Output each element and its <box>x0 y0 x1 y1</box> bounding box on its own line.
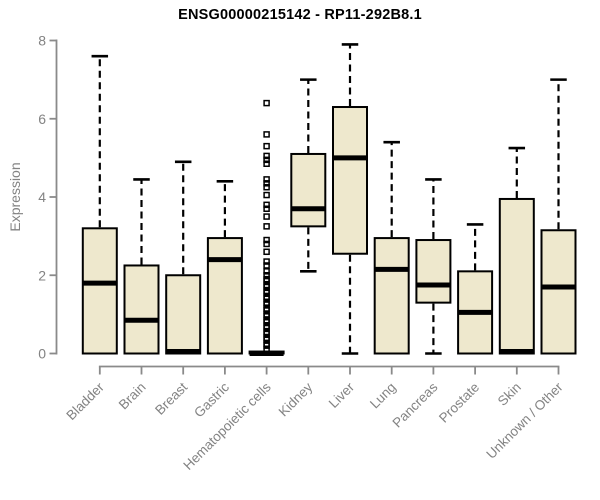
x-tick-label-kidney: Kidney <box>276 379 316 419</box>
outlier-point-hematopoietic-cells <box>263 131 270 138</box>
x-tick-label-liver: Liver <box>326 379 358 411</box>
box-gastric <box>206 237 243 355</box>
outlier-point-hematopoietic-cells <box>263 346 270 353</box>
outlier-point-hematopoietic-cells <box>263 295 270 302</box>
x-tick-label-bladder: Bladder <box>63 379 107 423</box>
outlier-point-hematopoietic-cells <box>263 307 270 314</box>
box-pancreas <box>415 239 452 304</box>
box-kidney <box>290 152 327 228</box>
y-tick-label-8: 8 <box>38 33 46 49</box>
outlier-point-hematopoietic-cells <box>263 283 270 291</box>
outlier-point-hematopoietic-cells <box>263 313 270 320</box>
outlier-point-hematopoietic-cells <box>263 142 270 150</box>
outlier-point-hematopoietic-cells <box>263 160 270 167</box>
box-lung <box>373 237 410 355</box>
y-tick-label-6: 6 <box>38 111 46 127</box>
outlier-point-hematopoietic-cells <box>263 248 270 256</box>
outlier-point-hematopoietic-cells <box>263 191 270 199</box>
x-tick-label-pancreas: Pancreas <box>390 379 441 430</box>
outlier-point-hematopoietic-cells <box>263 223 270 230</box>
outlier-point-hematopoietic-cells <box>263 99 270 107</box>
outlier-point-hematopoietic-cells <box>263 272 270 279</box>
outlier-point-hematopoietic-cells <box>263 277 270 285</box>
x-tick-label-gastric: Gastric <box>191 379 232 420</box>
outlier-point-hematopoietic-cells <box>263 180 270 187</box>
outlier-point-hematopoietic-cells <box>263 240 270 248</box>
outlier-point-hematopoietic-cells <box>263 318 270 326</box>
x-tick-label-prostate: Prostate <box>436 380 482 426</box>
outlier-point-hematopoietic-cells <box>263 301 270 308</box>
box-bladder <box>81 227 118 355</box>
chart-title: ENSG00000215142 - RP11-292B8.1 <box>178 7 422 23</box>
box-skin <box>498 197 535 355</box>
outlier-point-hematopoietic-cells <box>263 330 270 338</box>
outlier-point-hematopoietic-cells <box>263 289 270 297</box>
outlier-point-hematopoietic-cells <box>263 183 270 191</box>
y-tick-label-4: 4 <box>38 189 46 205</box>
outlier-point-hematopoietic-cells <box>263 213 270 220</box>
outlier-point-hematopoietic-cells <box>263 324 270 332</box>
x-tick-label-skin: Skin <box>495 380 524 409</box>
outlier-point-hematopoietic-cells <box>263 152 270 160</box>
x-tick-label-lung: Lung <box>367 380 399 412</box>
outlier-point-hematopoietic-cells <box>263 156 270 164</box>
outlier-point-hematopoietic-cells <box>263 205 270 212</box>
y-tick-label-2: 2 <box>38 267 46 283</box>
box-unknown-other <box>540 229 577 355</box>
box-breast <box>165 274 202 355</box>
x-tick-label-brain: Brain <box>116 380 149 413</box>
outlier-point-hematopoietic-cells <box>263 201 270 209</box>
outlier-point-hematopoietic-cells <box>263 236 270 244</box>
outlier-point-hematopoietic-cells <box>263 342 270 349</box>
outlier-point-hematopoietic-cells <box>263 268 270 275</box>
box-brain <box>123 264 160 355</box>
outlier-point-hematopoietic-cells <box>263 262 270 269</box>
x-tick-label-breast: Breast <box>152 379 190 417</box>
outlier-point-hematopoietic-cells <box>263 336 270 344</box>
y-tick-label-0: 0 <box>38 346 46 362</box>
x-tick-label-unknown-other: Unknown / Other <box>483 379 566 462</box>
outlier-point-hematopoietic-cells <box>263 258 270 265</box>
outlier-point-hematopoietic-cells <box>263 176 270 183</box>
box-liver <box>332 106 368 255</box>
